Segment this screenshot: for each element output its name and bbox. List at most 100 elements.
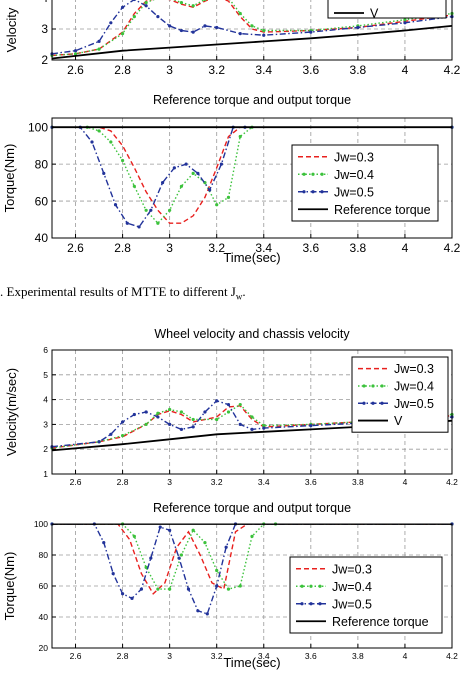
x-tick-label: 3.8 <box>350 241 367 255</box>
legend-marker <box>300 584 304 588</box>
x-tick-label: 3.4 <box>258 651 270 661</box>
y-tick-label: 1 <box>43 469 48 479</box>
legend-label: V <box>394 414 403 428</box>
data-point <box>262 424 266 428</box>
legend-label: Jw=0.5 <box>334 185 374 199</box>
data-point <box>172 166 176 170</box>
caption-text: . Experimental results of MTTE to differ… <box>0 284 236 299</box>
data-point <box>179 1 184 5</box>
x-tick-label: 2.6 <box>67 241 84 255</box>
data-point <box>215 399 219 403</box>
data-point <box>109 21 113 25</box>
legend-marker <box>302 190 306 194</box>
data-point <box>168 528 172 532</box>
data-point <box>156 411 160 415</box>
legend-label: Jw=0.4 <box>332 580 372 594</box>
legend-marker <box>380 401 384 405</box>
data-point <box>215 203 219 207</box>
y-tick-label: 20 <box>39 643 49 653</box>
y-tick-label: 60 <box>35 194 49 208</box>
chart-title: Wheel velocity and chassis velocity <box>154 327 350 341</box>
legend-box <box>289 556 443 634</box>
x-tick-label: 3 <box>167 477 172 487</box>
x-tick-label: 4.2 <box>446 477 458 487</box>
x-tick-label: 4 <box>402 241 409 255</box>
data-point <box>191 30 195 34</box>
y-tick-label: 4 <box>43 395 48 405</box>
data-point <box>215 584 219 588</box>
y-axis-label: Velocity <box>4 7 19 52</box>
legend-label: Jw=0.3 <box>334 150 374 164</box>
data-point <box>203 24 207 28</box>
data-point <box>132 184 136 188</box>
legend-marker <box>362 384 366 388</box>
plot-frame <box>51 349 453 475</box>
data-point <box>97 47 101 51</box>
data-point <box>191 4 195 8</box>
legend-marker <box>318 602 322 606</box>
chart-title: Reference torque and output torque <box>153 501 351 515</box>
legend-label: Jw=0.5 <box>394 397 434 411</box>
series-line-jw-0-4 <box>52 524 452 590</box>
data-point <box>158 525 162 529</box>
data-point <box>130 596 134 601</box>
legend-marker <box>311 190 315 194</box>
data-point <box>97 39 101 44</box>
chart-title: Reference torque and output torque <box>153 93 351 107</box>
data-point <box>226 587 231 591</box>
x-tick-label: 3.2 <box>211 477 223 487</box>
data-point <box>309 424 313 428</box>
data-point <box>403 18 407 22</box>
data-point <box>156 15 160 19</box>
data-point <box>168 24 172 28</box>
series-line-jw-0-4 <box>52 0 452 57</box>
data-point <box>168 208 172 212</box>
x-tick-label: 3.2 <box>208 241 225 255</box>
x-tick-label: 3.4 <box>255 241 272 255</box>
data-point <box>73 52 78 56</box>
x-tick-label: 3.6 <box>305 477 317 487</box>
data-point <box>113 203 118 207</box>
chart-top-torque: 2.6 2.8 3 3.2 3.4 3.6 3.8 4 4.2 40 60 80 100 Referenc… <box>2 93 461 265</box>
data-point <box>186 587 191 591</box>
x-tick-label: 3.6 <box>305 651 317 661</box>
data-point <box>144 1 148 5</box>
data-point <box>262 28 266 33</box>
y-tick-label: 2 <box>41 53 48 67</box>
series-line-jw-0-3 <box>52 0 452 57</box>
series-line-jw-0-5 <box>52 400 452 448</box>
y-tick-label: 40 <box>35 231 49 245</box>
legend-marker <box>309 602 313 606</box>
data-point <box>191 417 195 422</box>
data-point <box>250 534 254 539</box>
data-point <box>226 402 231 407</box>
y-axis-label: Velocity(m/sec) <box>4 368 19 456</box>
data-point <box>168 422 172 426</box>
data-point <box>73 49 78 53</box>
data-point <box>224 545 228 549</box>
data-point <box>132 0 136 2</box>
legend-label: Jw=0.4 <box>334 168 374 182</box>
data-point <box>219 162 224 166</box>
y-tick-label: 80 <box>35 157 49 171</box>
data-point <box>208 188 212 192</box>
data-point <box>132 15 136 19</box>
legend-label: Reference torque <box>334 203 431 217</box>
x-tick-label: 3.8 <box>352 477 364 487</box>
data-point <box>109 432 113 436</box>
data-point <box>149 556 153 560</box>
data-point <box>309 30 313 34</box>
data-point <box>144 422 148 426</box>
legend-marker <box>300 602 304 606</box>
data-point <box>120 420 125 424</box>
legend-marker <box>311 172 315 176</box>
data-point <box>109 140 113 144</box>
data-point <box>238 134 242 139</box>
y-tick-label: 80 <box>39 550 49 560</box>
y-tick-label: 3 <box>43 419 48 429</box>
x-tick-label: 2.8 <box>114 241 131 255</box>
data-point <box>215 25 219 30</box>
x-tick-label: 3 <box>166 63 173 77</box>
legend-marker <box>318 584 322 588</box>
